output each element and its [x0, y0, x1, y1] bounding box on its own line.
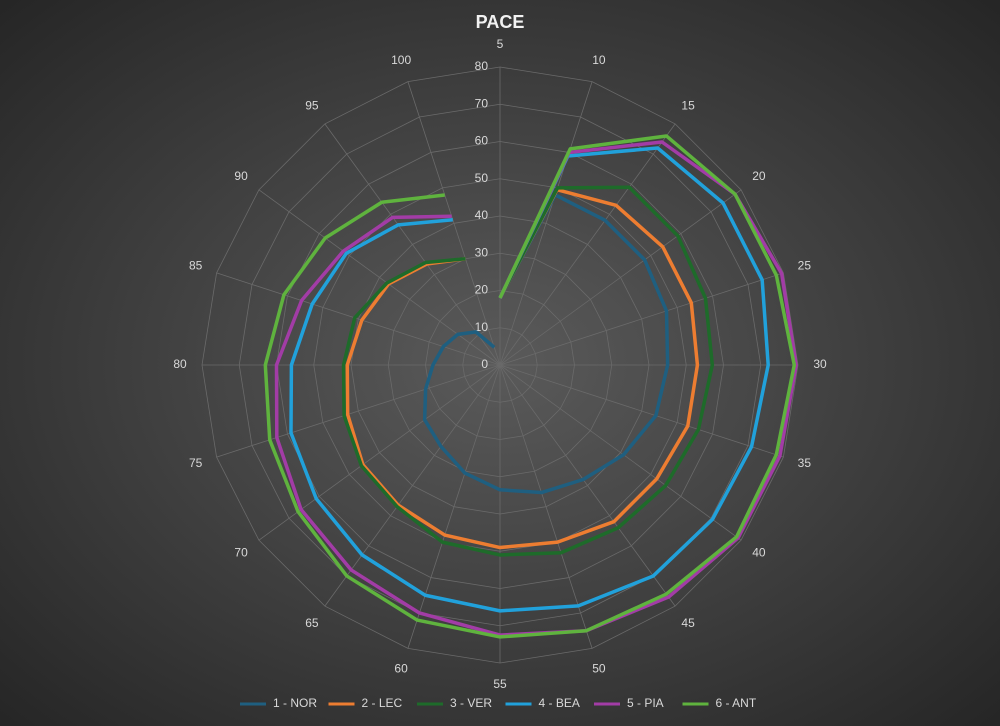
category-label: 45 — [681, 616, 695, 630]
category-label: 40 — [752, 545, 766, 559]
legend-label: 4 - BEA — [539, 696, 580, 710]
grid-ring — [276, 141, 724, 589]
chart-title: PACE — [476, 12, 525, 32]
category-label: 65 — [305, 616, 319, 630]
grid-ring — [425, 290, 575, 440]
series-line — [422, 193, 670, 495]
category-label: 95 — [305, 98, 319, 112]
category-label: 90 — [234, 169, 248, 183]
category-label: 5 — [497, 37, 504, 51]
category-label: 35 — [798, 456, 812, 470]
grid-ring — [387, 252, 613, 478]
category-label: 60 — [394, 662, 408, 676]
series-line — [341, 185, 715, 557]
category-label: 25 — [798, 258, 812, 272]
series-line — [345, 187, 700, 550]
category-label: 30 — [813, 357, 827, 371]
category-label: 50 — [592, 662, 606, 676]
series-line — [263, 134, 797, 639]
r-tick-label: 0 — [481, 357, 488, 371]
r-tick-label: 20 — [475, 283, 489, 297]
category-label: 20 — [752, 169, 766, 183]
legend-label: 6 - ANT — [716, 696, 757, 710]
r-tick-label: 30 — [475, 245, 489, 259]
category-label: 70 — [234, 545, 248, 559]
category-label: 10 — [592, 53, 606, 67]
r-tick-label: 10 — [475, 320, 489, 334]
grid-ring — [201, 66, 799, 664]
category-label: 85 — [189, 258, 203, 272]
r-tick-label: 80 — [475, 59, 489, 73]
category-label: 75 — [189, 456, 203, 470]
r-tick-label: 40 — [475, 208, 489, 222]
category-label: 100 — [391, 53, 411, 67]
legend-label: 5 - PIA — [627, 696, 664, 710]
r-tick-label: 60 — [475, 134, 489, 148]
category-label: 55 — [493, 677, 507, 691]
r-tick-label: 70 — [475, 96, 489, 110]
grid-ring — [238, 103, 762, 627]
grid-ring — [350, 215, 650, 515]
legend-label: 3 - VER — [450, 696, 492, 710]
series-line — [289, 146, 770, 613]
category-label: 15 — [681, 98, 695, 112]
grid-ring — [313, 178, 687, 552]
legend-label: 2 - LEC — [362, 696, 403, 710]
category-label: 80 — [173, 357, 187, 371]
r-tick-label: 50 — [475, 171, 489, 185]
grid-ring — [462, 327, 538, 403]
legend-label: 1 - NOR — [273, 696, 317, 710]
